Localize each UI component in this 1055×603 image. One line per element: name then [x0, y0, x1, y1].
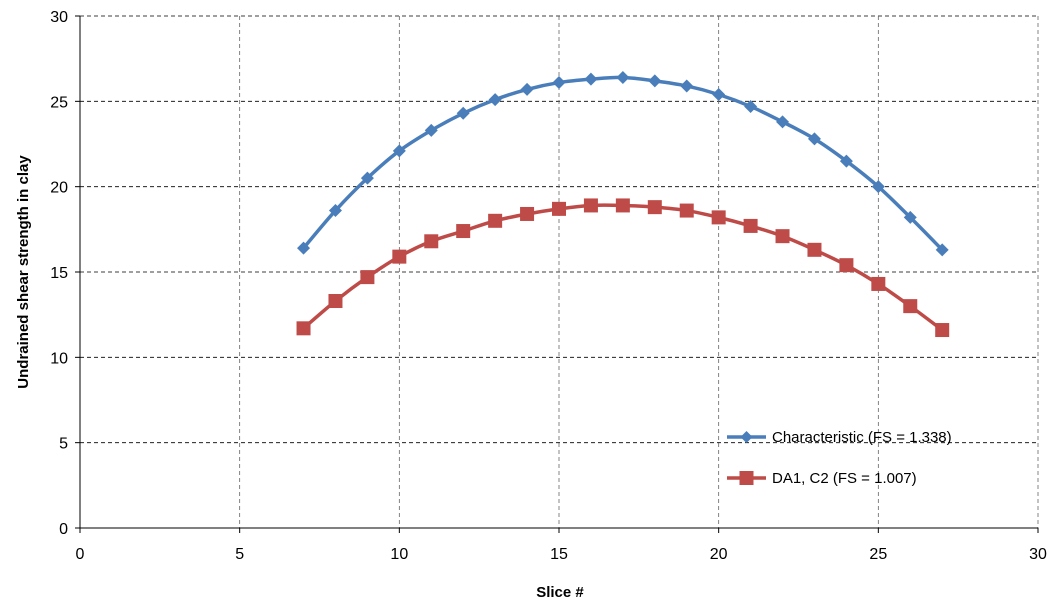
data-point-diamond: [807, 132, 821, 146]
data-point-square: [552, 201, 566, 216]
data-point-diamond: [360, 171, 374, 185]
y-tick-label: 25: [50, 94, 68, 111]
data-point-square: [807, 242, 822, 257]
data-point-square: [583, 198, 598, 213]
data-point-diamond: [328, 204, 342, 218]
data-point-diamond: [903, 210, 917, 224]
data-point-square: [679, 203, 694, 218]
legend-marker-characteristic: [740, 431, 753, 443]
legend: Characteristic (FS = 1.338) DA1, C2 (FS …: [727, 429, 952, 487]
data-point-diamond: [744, 99, 758, 113]
data-point-diamond: [839, 154, 853, 168]
legend-label-da1c2: DA1, C2 (FS = 1.007): [772, 470, 917, 487]
data-point-diamond: [680, 79, 694, 93]
data-point-square: [775, 229, 790, 244]
data-point-square: [488, 213, 503, 228]
data-point-square: [615, 198, 630, 213]
axes: [75, 15, 1039, 533]
data-point-square: [328, 294, 343, 309]
x-tick-label: 30: [1029, 546, 1047, 563]
data-point-diamond: [935, 243, 949, 257]
data-point-square: [424, 234, 439, 249]
data-point-diamond: [712, 88, 726, 102]
data-point-diamond: [297, 241, 311, 255]
x-tick-label: 15: [550, 546, 568, 563]
data-point-diamond: [648, 74, 662, 88]
legend-label-characteristic: Characteristic (FS = 1.338): [772, 429, 952, 446]
y-tick-label: 30: [50, 9, 68, 26]
data-point-diamond: [871, 180, 885, 194]
y-tick-label: 15: [50, 265, 68, 282]
data-point-square: [903, 299, 918, 314]
y-tick-label: 10: [50, 350, 68, 367]
y-tick-label: 5: [59, 436, 68, 453]
x-tick-label: 20: [710, 546, 728, 563]
data-point-square: [711, 210, 726, 225]
data-point-square: [296, 321, 311, 336]
x-tick-label: 10: [390, 546, 408, 563]
data-point-square: [647, 200, 662, 215]
data-point-square: [935, 323, 950, 338]
data-point-diamond: [488, 93, 502, 107]
x-tick-label: 5: [235, 546, 244, 563]
data-point-diamond: [520, 82, 534, 96]
data-point-diamond: [776, 115, 790, 129]
data-point-square: [360, 270, 375, 285]
grid-lines: [80, 15, 1039, 528]
x-axis-title: Slice #: [536, 584, 584, 601]
data-point-square: [839, 258, 854, 273]
data-point-diamond: [584, 72, 598, 86]
tick-labels: 0 5 10 15 20 25 30 0 5 10 15 20 25 30: [50, 9, 1047, 563]
data-point-square: [392, 249, 407, 264]
legend-marker-da1c2: [739, 471, 754, 485]
series-layer: [296, 70, 950, 338]
data-point-diamond: [392, 144, 406, 158]
data-point-square: [456, 224, 471, 239]
y-tick-label: 0: [59, 521, 68, 538]
y-tick-label: 20: [50, 180, 68, 197]
data-point-diamond: [552, 76, 566, 90]
data-point-square: [743, 218, 758, 233]
data-point-square: [871, 276, 886, 291]
x-tick-label: 0: [76, 546, 85, 563]
y-axis-title: Undrained shear strength in clay: [15, 155, 32, 389]
data-point-square: [520, 206, 535, 221]
data-point-diamond: [424, 123, 438, 137]
data-point-diamond: [616, 70, 630, 84]
data-point-diamond: [456, 106, 470, 120]
x-tick-label: 25: [869, 546, 887, 563]
